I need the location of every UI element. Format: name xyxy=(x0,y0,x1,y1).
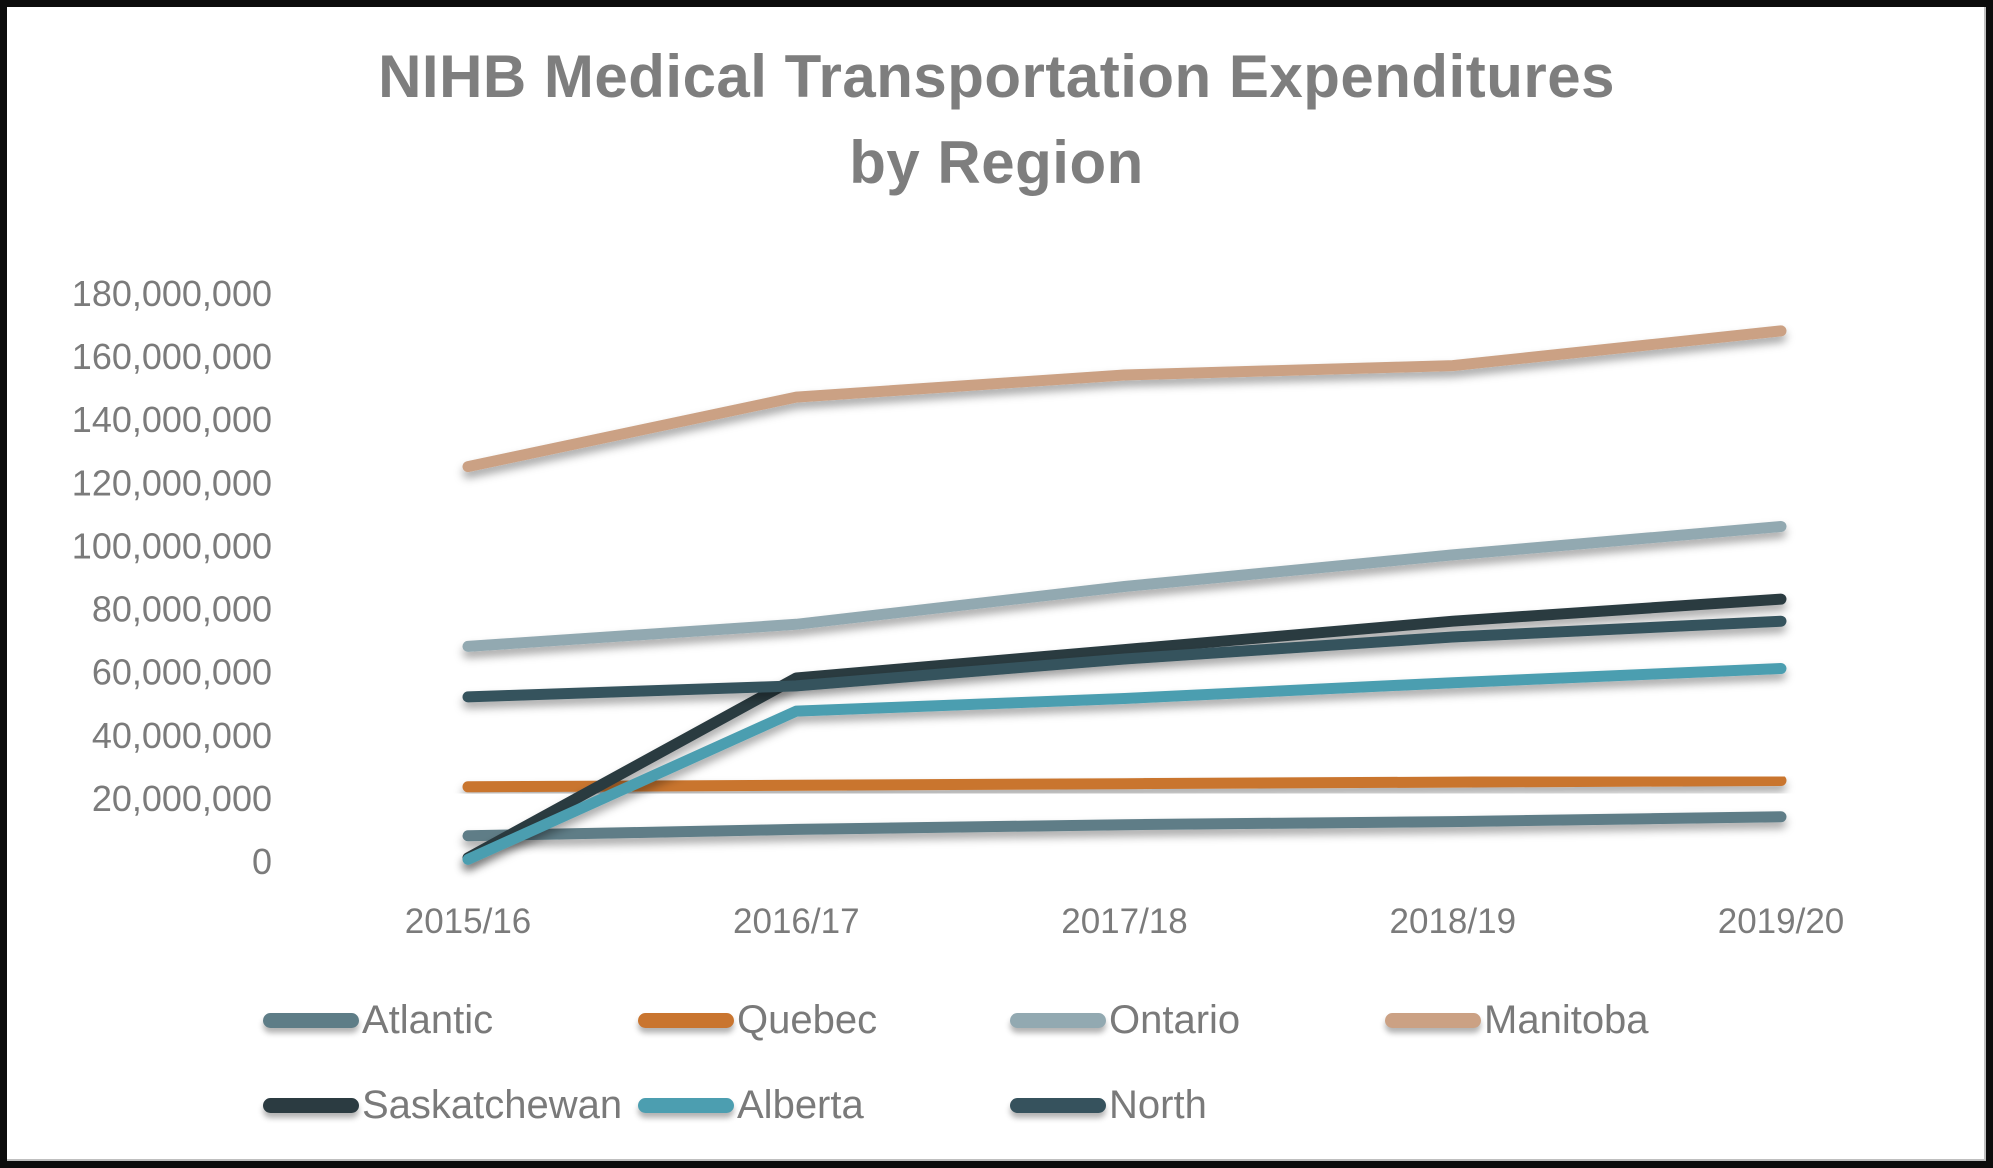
x-tick-label-2016-17: 2016/17 xyxy=(733,902,860,941)
series-lines xyxy=(462,325,1787,865)
series-line-saskatchewan xyxy=(462,593,1787,864)
y-tick-label: 60,000,000 xyxy=(92,652,272,693)
y-tick-label: 100,000,000 xyxy=(72,525,272,566)
y-tick-label: 80,000,000 xyxy=(92,589,272,630)
gridlines xyxy=(300,291,1930,863)
chart-title-line1: NIHB Medical Transportation Expenditures xyxy=(378,43,1615,110)
series-line-quebec xyxy=(462,775,1787,793)
y-tick-label: 0 xyxy=(252,841,272,882)
y-tick-label: 40,000,000 xyxy=(92,715,272,756)
y-tick-label: 140,000,000 xyxy=(72,399,272,440)
series-line-atlantic xyxy=(462,811,1787,842)
series-line-ontario xyxy=(462,521,1787,652)
x-axis-tick-labels: 2015/16 2016/17 2017/18 2018/19 2019/20 xyxy=(405,902,1845,941)
x-tick-label-2018-19: 2018/19 xyxy=(1390,902,1517,941)
y-tick-label: 160,000,000 xyxy=(72,336,272,377)
chart-title: NIHB Medical Transportation Expenditures… xyxy=(0,34,1993,206)
series-line-north xyxy=(462,615,1787,703)
y-tick-label: 180,000,000 xyxy=(72,273,272,314)
x-tick-label-2017-18: 2017/18 xyxy=(1061,902,1188,941)
y-tick-label: 120,000,000 xyxy=(72,462,272,503)
chart-title-line2: by Region xyxy=(849,129,1144,196)
x-tick-label-2019-20: 2019/20 xyxy=(1718,902,1845,941)
series-line-alberta xyxy=(462,663,1787,865)
y-tick-label: 20,000,000 xyxy=(92,778,272,819)
x-tick-label-2015-16: 2015/16 xyxy=(405,902,532,941)
series-line-manitoba xyxy=(462,325,1787,473)
y-axis-tick-labels: 180,000,000 160,000,000 140,000,000 120,000… xyxy=(72,273,272,882)
